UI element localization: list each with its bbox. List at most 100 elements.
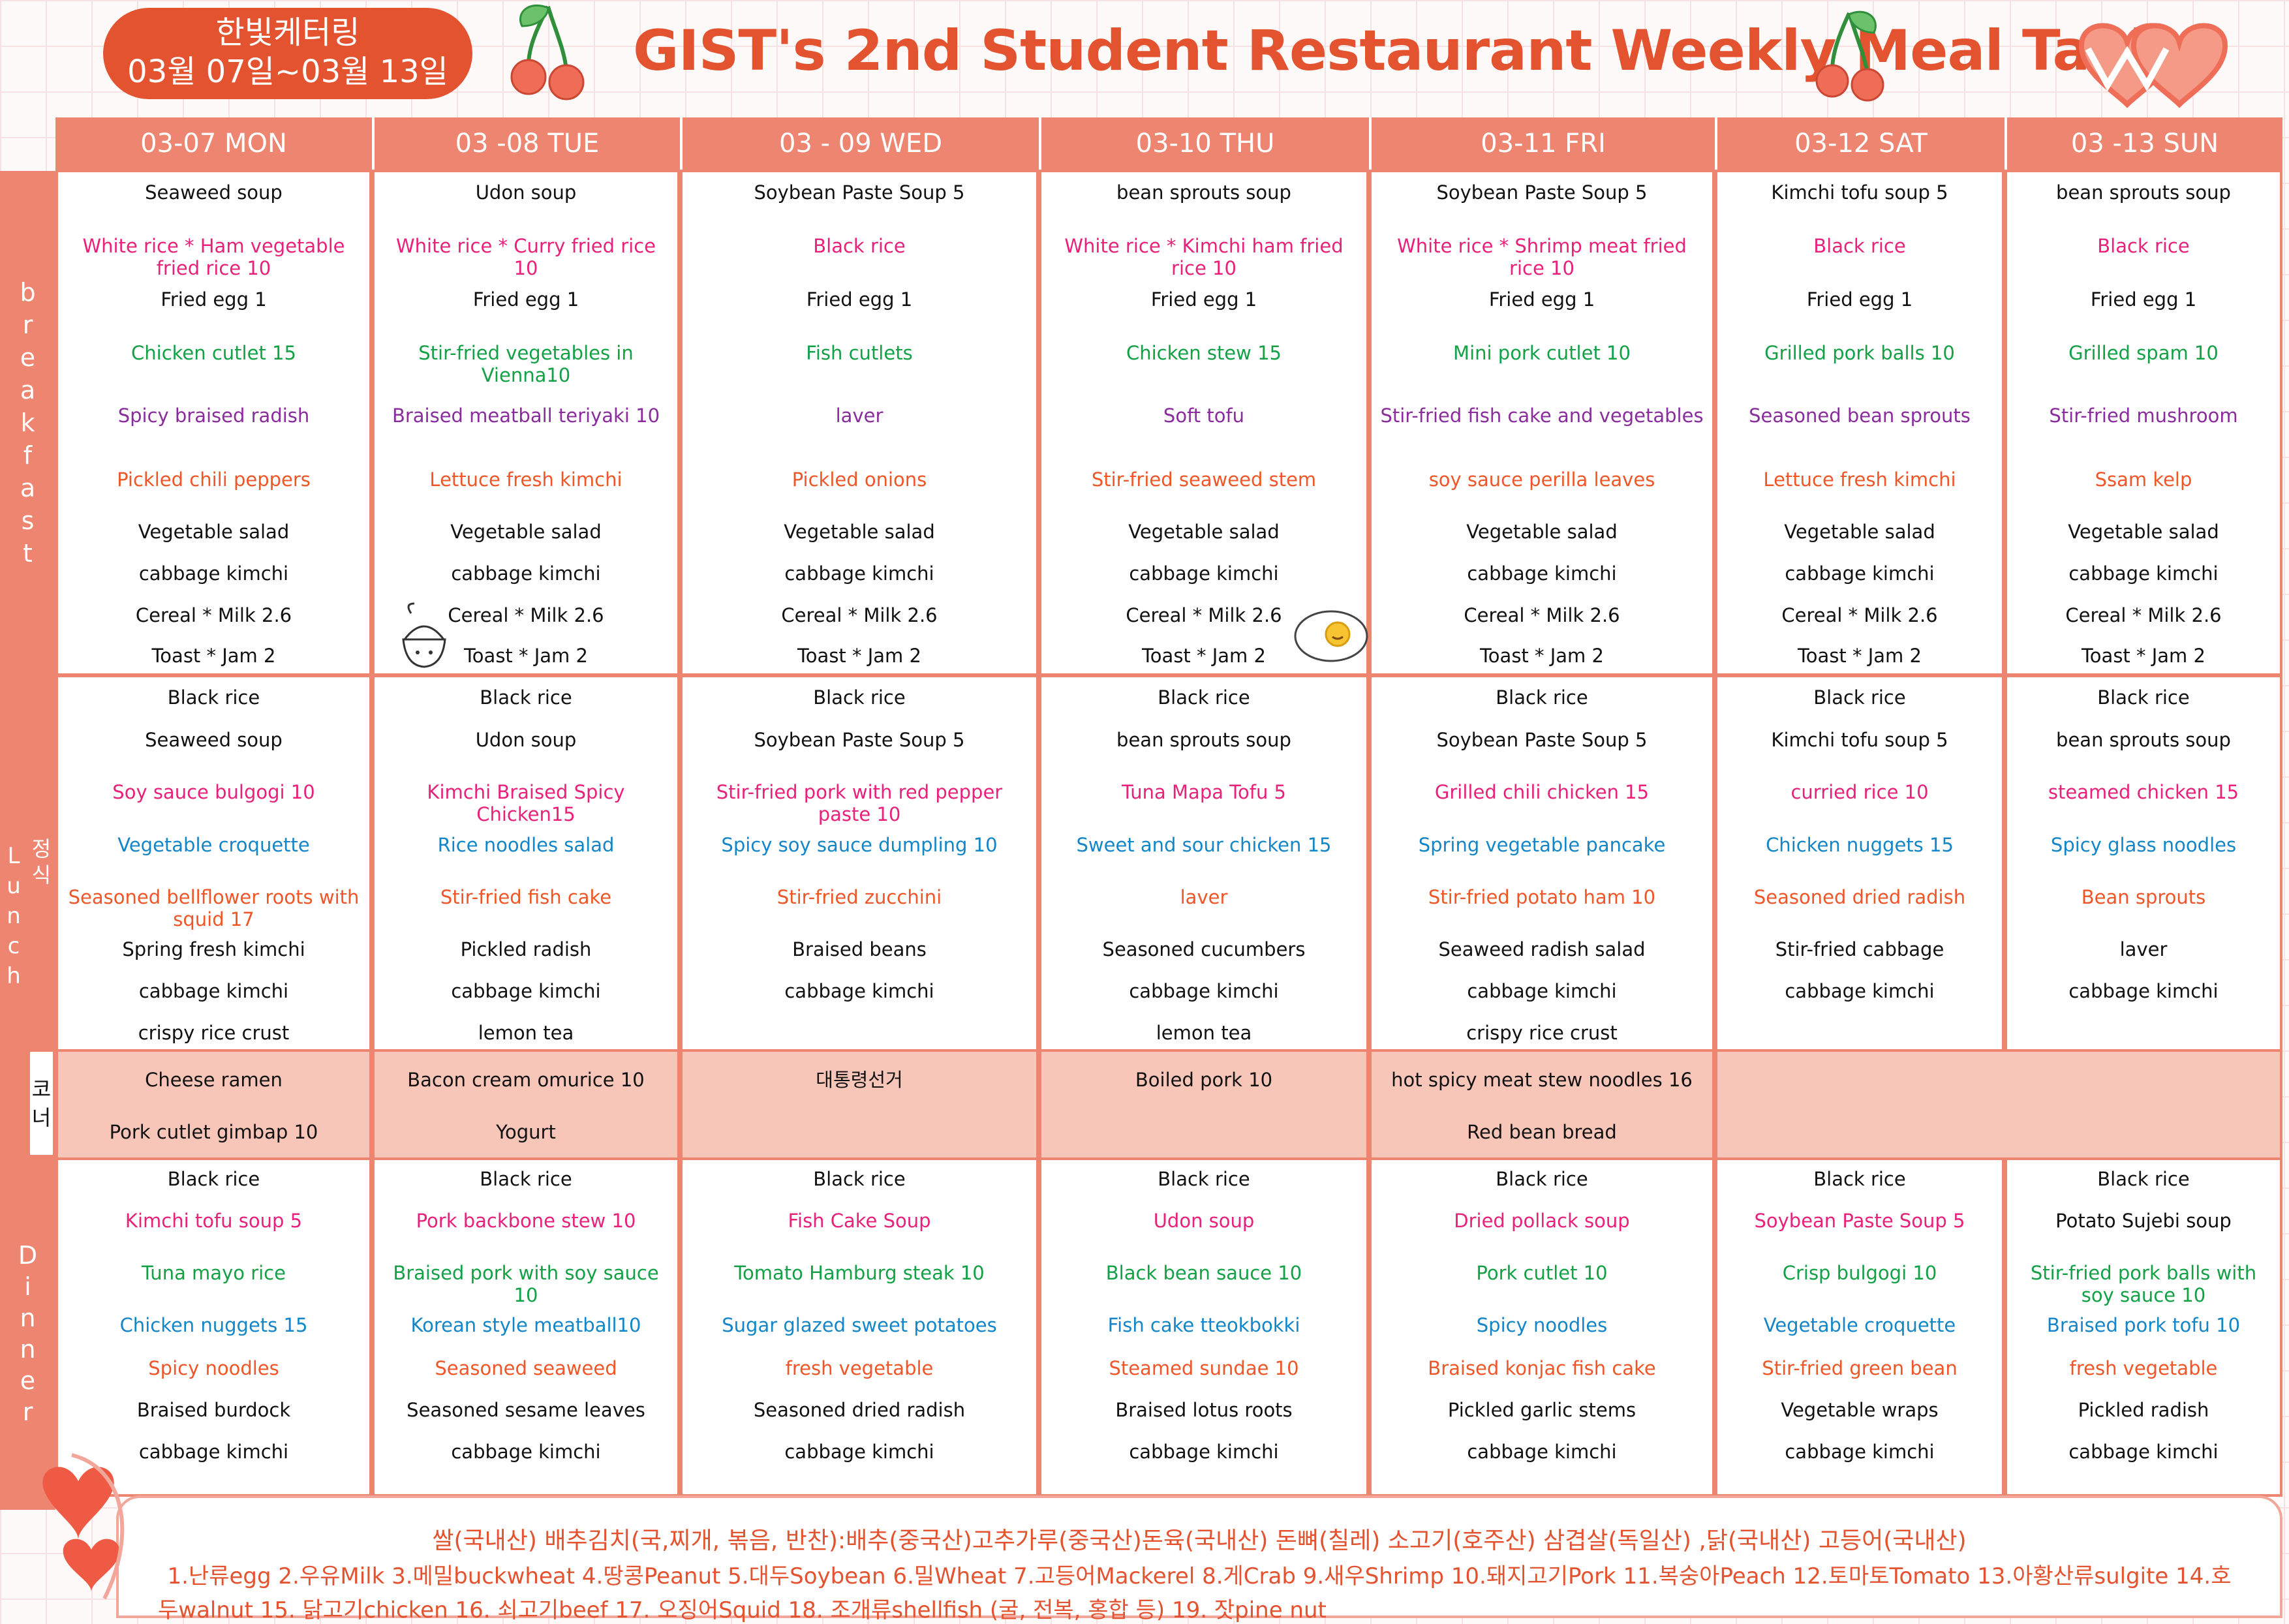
breakfast-item: Cereal * Milk 2.6 xyxy=(448,604,604,626)
breakfast-item: White rice * Curry fried rice 10 xyxy=(395,235,656,279)
breakfast-cell: Udon soup White rice * Curry fried rice 1… xyxy=(372,170,680,676)
breakfast-cell: bean sprouts soup Black rice Fried egg 1 Gr… xyxy=(2005,170,2282,676)
breakfast-item: Fried egg 1 xyxy=(2090,288,2197,311)
dinner-item: Black rice xyxy=(2097,1168,2190,1190)
day-header: 03-11 FRI xyxy=(1369,117,1715,170)
breakfast-item: Braised meatball teriyaki 10 xyxy=(392,405,660,427)
corner-item: Yogurt xyxy=(496,1121,556,1143)
breakfast-item: bean sprouts soup xyxy=(1116,181,1291,204)
date-range: 03월 07일~03월 13일 xyxy=(127,54,448,90)
dinner-item: Soybean Paste Soup 5 xyxy=(1754,1210,1965,1232)
breakfast-item: Vegetable salad xyxy=(450,521,602,543)
dinner-item: Pickled radish xyxy=(2078,1399,2209,1421)
dinner-item: Black rice xyxy=(813,1168,906,1190)
lunch-item: Pickled radish xyxy=(460,938,592,960)
lunch-item: cabbage kimchi xyxy=(1785,980,1935,1002)
day-header: 03 -13 SUN xyxy=(2005,117,2282,170)
corner-cell: Boiled pork 10 xyxy=(1039,1049,1369,1160)
corner-cell: 대통령선거 xyxy=(680,1049,1039,1160)
lunch-item: steamed chicken 15 xyxy=(2048,781,2239,803)
dinner-item: Braised pork tofu 10 xyxy=(2046,1314,2241,1336)
breakfast-item: bean sprouts soup xyxy=(2056,181,2231,204)
breakfast-item: Soybean Paste Soup 5 xyxy=(1436,181,1648,204)
allergen-footer: 쌀(국내산) 배추김치(국,찌개, 볶음, 반찬):배추(중국산)고추가루(중국… xyxy=(116,1495,2282,1623)
lunch-cell: Black rice Kimchi tofu soup 5 curried rice… xyxy=(1715,675,2005,1052)
corner-cell: hot spicy meat stew noodles 16 Red bean b… xyxy=(1369,1049,1715,1160)
heart-icon xyxy=(42,1453,125,1600)
lunch-item: Black rice xyxy=(813,686,906,709)
lunch-item: Sweet and sour chicken 15 xyxy=(1076,834,1332,856)
lunch-item: Spicy soy sauce dumpling 10 xyxy=(721,834,998,856)
corner-cell: Cheese ramen Pork cutlet gimbap 10 xyxy=(55,1049,372,1160)
breakfast-item: Black rice xyxy=(1813,235,1906,257)
lunch-item: laver xyxy=(2119,938,2168,960)
corner-item: Pork cutlet gimbap 10 xyxy=(109,1121,318,1143)
breakfast-item: Black rice xyxy=(813,235,906,257)
lunch-cell: Black rice Soybean Paste Soup 5 Stir-fried… xyxy=(680,675,1039,1052)
lunch-item: Black rice xyxy=(167,686,260,709)
dinner-item: fresh vegetable xyxy=(785,1357,934,1379)
day-header: 03 - 09 WED xyxy=(680,117,1039,170)
breakfast-item: cabbage kimchi xyxy=(138,562,289,585)
corner-item: Bacon cream omurice 10 xyxy=(407,1069,645,1091)
lunch-item: Black rice xyxy=(1496,686,1588,709)
lunch-item: lemon tea xyxy=(478,1022,574,1044)
breakfast-item: Stir-fried seaweed stem xyxy=(1091,468,1317,491)
breakfast-item: cabbage kimchi xyxy=(1467,562,1617,585)
breakfast-item: laver xyxy=(835,405,883,427)
lunch-item: Tuna Mapa Tofu 5 xyxy=(1121,781,1287,803)
breakfast-item: Chicken cutlet 15 xyxy=(131,342,296,364)
dinner-item: Stir-fried pork balls with soy sauce 10 xyxy=(2030,1262,2257,1306)
breakfast-item: Cereal * Milk 2.6 xyxy=(1126,604,1282,626)
breakfast-item: Seaweed soup xyxy=(145,181,283,204)
dinner-item: Pork cutlet 10 xyxy=(1476,1262,1608,1284)
dinner-item: Stir-fried green bean xyxy=(1762,1357,1958,1379)
dinner-item: Potato Sujebi soup xyxy=(2055,1210,2232,1232)
breakfast-cell: Seaweed soup White rice * Ham vegetable f… xyxy=(55,170,372,676)
dinner-item: Black rice xyxy=(1158,1168,1250,1190)
allergen-list: 1.난류egg 2.우유Milk 3.메밀buckwheat 4.땅콩Peanu… xyxy=(167,1563,2232,1589)
breakfast-item: Vegetable salad xyxy=(784,521,935,543)
day-header: 03-07 MON xyxy=(55,117,372,170)
breakfast-item: Kimchi tofu soup 5 xyxy=(1771,181,1948,204)
dinner-item: Udon soup xyxy=(1153,1210,1255,1232)
dinner-item: Chicken nuggets 15 xyxy=(119,1314,308,1336)
breakfast-item: cabbage kimchi xyxy=(451,562,601,585)
dinner-item: Vegetable croquette xyxy=(1763,1314,1956,1336)
lunch-item: Stir-fried pork with red pepper paste 10 xyxy=(716,781,1003,825)
dinner-item: cabbage kimchi xyxy=(1467,1441,1617,1463)
lunch-item: Black rice xyxy=(2097,686,2190,709)
breakfast-item: Seasoned bean sprouts xyxy=(1749,405,1971,427)
lunch-item: Stir-fried cabbage xyxy=(1775,938,1944,960)
dinner-item: Pickled garlic stems xyxy=(1447,1399,1636,1421)
breakfast-item: Soybean Paste Soup 5 xyxy=(754,181,965,204)
breakfast-item: Spicy braised radish xyxy=(117,405,310,427)
breakfast-item: Toast * Jam 2 xyxy=(1142,645,1266,667)
breakfast-item: Toast * Jam 2 xyxy=(464,645,588,667)
breakfast-item: cabbage kimchi xyxy=(784,562,934,585)
fried-egg-icon xyxy=(1294,610,1368,662)
dinner-item: cabbage kimchi xyxy=(451,1441,601,1463)
breakfast-item: Fish cutlets xyxy=(806,342,913,364)
lunch-item: laver xyxy=(1180,886,1228,908)
lunch-item: Bean sprouts xyxy=(2081,886,2206,908)
breakfast-item: Stir-fried mushroom xyxy=(2049,405,2238,427)
lunch-item: Kimchi tofu soup 5 xyxy=(1771,729,1948,751)
lunch-item: Chicken nuggets 15 xyxy=(1766,834,1954,856)
dinner-item: cabbage kimchi xyxy=(1785,1441,1935,1463)
origin-info: 쌀(국내산) 배추김치(국,찌개, 볶음, 반찬):배추(중국산)고추가루(중국… xyxy=(432,1527,1967,1554)
dinner-item: Fish Cake Soup xyxy=(788,1210,931,1232)
breakfast-item: Fried egg 1 xyxy=(472,288,579,311)
breakfast-item: Soft tofu xyxy=(1163,405,1245,427)
dinner-item: Braised pork with soy sauce 10 xyxy=(393,1262,659,1306)
dinner-item: Dried pollack soup xyxy=(1454,1210,1630,1232)
dinner-item: cabbage kimchi xyxy=(1129,1441,1279,1463)
lunch-item: Vegetable croquette xyxy=(117,834,310,856)
corner-item: Red bean bread xyxy=(1467,1121,1617,1143)
breakfast-item: Toast * Jam 2 xyxy=(2082,645,2205,667)
dinner-item: Tuna mayo rice xyxy=(142,1262,286,1284)
dinner-item: Vegetable wraps xyxy=(1781,1399,1939,1421)
